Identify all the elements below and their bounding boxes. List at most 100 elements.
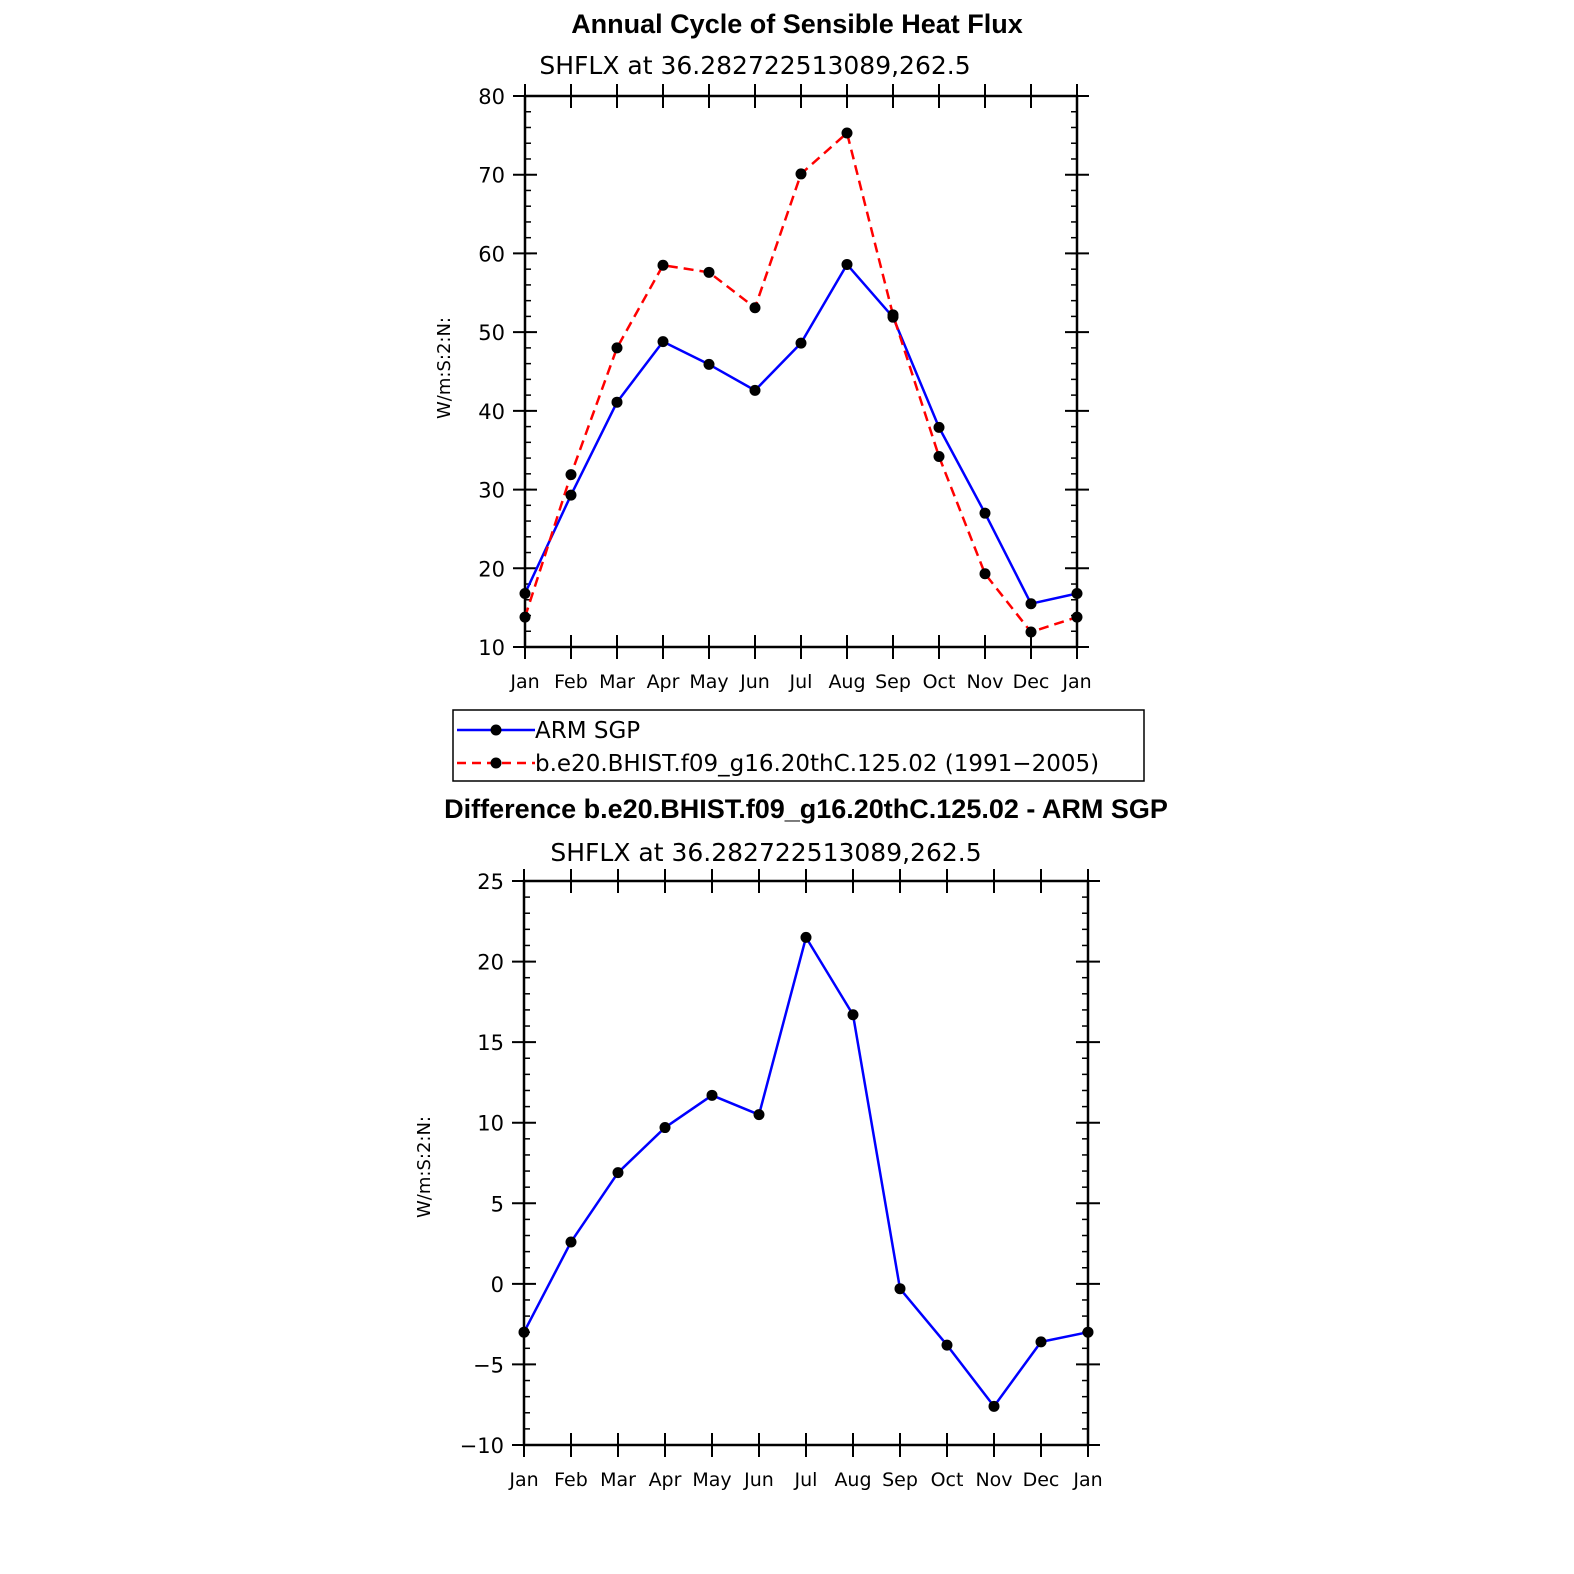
data-point-series-0 bbox=[1035, 1336, 1047, 1348]
x-tick-label: Feb bbox=[554, 671, 588, 693]
data-point-series-0 bbox=[612, 1167, 624, 1179]
data-point-series-1 bbox=[841, 127, 853, 139]
legend-marker-arm-sgp bbox=[490, 724, 502, 736]
data-point-series-1 bbox=[749, 302, 761, 314]
data-point-series-1 bbox=[611, 342, 623, 354]
chart-subtitle: SHFLX at 36.282722513089,262.5 bbox=[550, 838, 981, 867]
data-point-series-1 bbox=[887, 309, 899, 321]
data-point-series-0 bbox=[894, 1283, 906, 1295]
chart-subtitle: SHFLX at 36.282722513089,262.5 bbox=[539, 51, 970, 80]
y-tick-label: −5 bbox=[473, 1353, 504, 1377]
x-tick-label: Nov bbox=[975, 1469, 1012, 1491]
x-tick-label: Jan bbox=[508, 1469, 538, 1491]
data-point-series-0 bbox=[706, 1089, 718, 1101]
x-tick-label: Jan bbox=[1072, 1469, 1102, 1491]
data-point-series-0 bbox=[703, 358, 715, 370]
data-point-series-1 bbox=[565, 469, 577, 481]
x-tick-label: Dec bbox=[1013, 671, 1050, 693]
legend: ARM SGP b.e20.BHIST.f09_g16.20thC.125.02… bbox=[452, 709, 1145, 782]
y-tick-label: 60 bbox=[478, 242, 505, 266]
legend-label-arm-sgp: ARM SGP bbox=[535, 718, 640, 744]
x-tick-label: Feb bbox=[554, 1469, 588, 1491]
y-tick-label: 5 bbox=[491, 1192, 504, 1216]
data-point-series-0 bbox=[1071, 587, 1083, 599]
x-tick-label: Apr bbox=[647, 671, 680, 693]
y-tick-label: 20 bbox=[478, 557, 505, 581]
x-tick-label: Jan bbox=[509, 671, 539, 693]
legend-box bbox=[452, 709, 1145, 782]
data-point-series-0 bbox=[1025, 598, 1037, 610]
x-tick-label: Apr bbox=[649, 1469, 682, 1491]
x-tick-label: Jan bbox=[1061, 671, 1091, 693]
y-tick-label: 10 bbox=[478, 636, 505, 660]
data-point-series-0 bbox=[518, 1326, 530, 1338]
x-tick-label: Jun bbox=[739, 671, 770, 693]
y-tick-label: 80 bbox=[478, 85, 505, 109]
y-axis-label: W/m:S:2:N: bbox=[414, 1116, 435, 1218]
data-point-series-0 bbox=[988, 1400, 1000, 1412]
legend-label-model: b.e20.BHIST.f09_g16.20thC.125.02 (1991−2… bbox=[535, 751, 1099, 777]
y-tick-label: 30 bbox=[478, 479, 505, 503]
data-point-series-1 bbox=[933, 451, 945, 463]
y-tick-label: 0 bbox=[491, 1273, 504, 1297]
x-tick-label: Aug bbox=[834, 1469, 871, 1491]
x-tick-label: Oct bbox=[923, 671, 956, 693]
data-point-series-0 bbox=[941, 1339, 953, 1351]
y-tick-label: 25 bbox=[477, 870, 504, 894]
data-point-series-0 bbox=[611, 396, 623, 408]
data-point-series-0 bbox=[979, 507, 991, 519]
x-tick-label: Dec bbox=[1023, 1469, 1060, 1491]
data-point-series-0 bbox=[657, 336, 669, 348]
y-tick-label: 50 bbox=[478, 321, 505, 345]
x-tick-label: May bbox=[689, 671, 728, 693]
y-tick-label: 15 bbox=[477, 1031, 504, 1055]
x-tick-label: Sep bbox=[875, 671, 911, 693]
data-point-series-1 bbox=[1025, 626, 1037, 638]
x-tick-label: Jul bbox=[794, 1469, 818, 1491]
y-tick-label: 40 bbox=[478, 400, 505, 424]
x-tick-label: Nov bbox=[966, 671, 1003, 693]
y-tick-label: 10 bbox=[477, 1112, 504, 1136]
data-point-series-0 bbox=[795, 337, 807, 349]
x-tick-label: Sep bbox=[882, 1469, 918, 1491]
data-point-series-0 bbox=[565, 489, 577, 501]
data-point-series-1 bbox=[519, 611, 531, 623]
x-tick-label: Jun bbox=[743, 1469, 774, 1491]
legend-marker-model bbox=[490, 757, 502, 769]
y-tick-label: −10 bbox=[460, 1434, 504, 1458]
series-line-0 bbox=[523, 263, 1078, 605]
y-tick-label: 70 bbox=[478, 164, 505, 188]
x-tick-label: Jul bbox=[789, 671, 813, 693]
x-tick-label: Oct bbox=[931, 1469, 964, 1491]
data-point-series-1 bbox=[703, 266, 715, 278]
annual-cycle-chart: Annual Cycle of Sensible Heat Flux SHFLX… bbox=[434, 9, 1145, 782]
data-point-series-0 bbox=[800, 931, 812, 943]
y-tick-label: 20 bbox=[477, 951, 504, 975]
data-point-series-0 bbox=[659, 1122, 671, 1134]
x-tick-label: May bbox=[692, 1469, 731, 1491]
data-point-series-1 bbox=[795, 168, 807, 180]
series-line-0 bbox=[522, 936, 1089, 1408]
data-point-series-0 bbox=[519, 587, 531, 599]
difference-chart: Difference b.e20.BHIST.f09_g16.20thC.125… bbox=[414, 794, 1168, 1491]
series-line-1 bbox=[523, 131, 1078, 634]
data-point-series-1 bbox=[1071, 611, 1083, 623]
chart-title: Annual Cycle of Sensible Heat Flux bbox=[571, 9, 1023, 39]
data-point-series-0 bbox=[847, 1009, 859, 1021]
data-point-series-0 bbox=[1082, 1326, 1094, 1338]
x-tick-label: Mar bbox=[599, 671, 635, 693]
data-point-series-0 bbox=[749, 384, 761, 396]
data-point-series-0 bbox=[933, 421, 945, 433]
chart-title: Difference b.e20.BHIST.f09_g16.20thC.125… bbox=[444, 794, 1168, 824]
y-axis-label: W/m:S:2:N: bbox=[434, 317, 455, 419]
data-point-series-1 bbox=[657, 259, 669, 271]
x-tick-label: Mar bbox=[600, 1469, 636, 1491]
data-point-series-0 bbox=[841, 258, 853, 270]
data-point-series-0 bbox=[753, 1109, 765, 1121]
x-tick-label: Aug bbox=[828, 671, 865, 693]
data-point-series-0 bbox=[565, 1236, 577, 1248]
data-point-series-1 bbox=[979, 568, 991, 580]
